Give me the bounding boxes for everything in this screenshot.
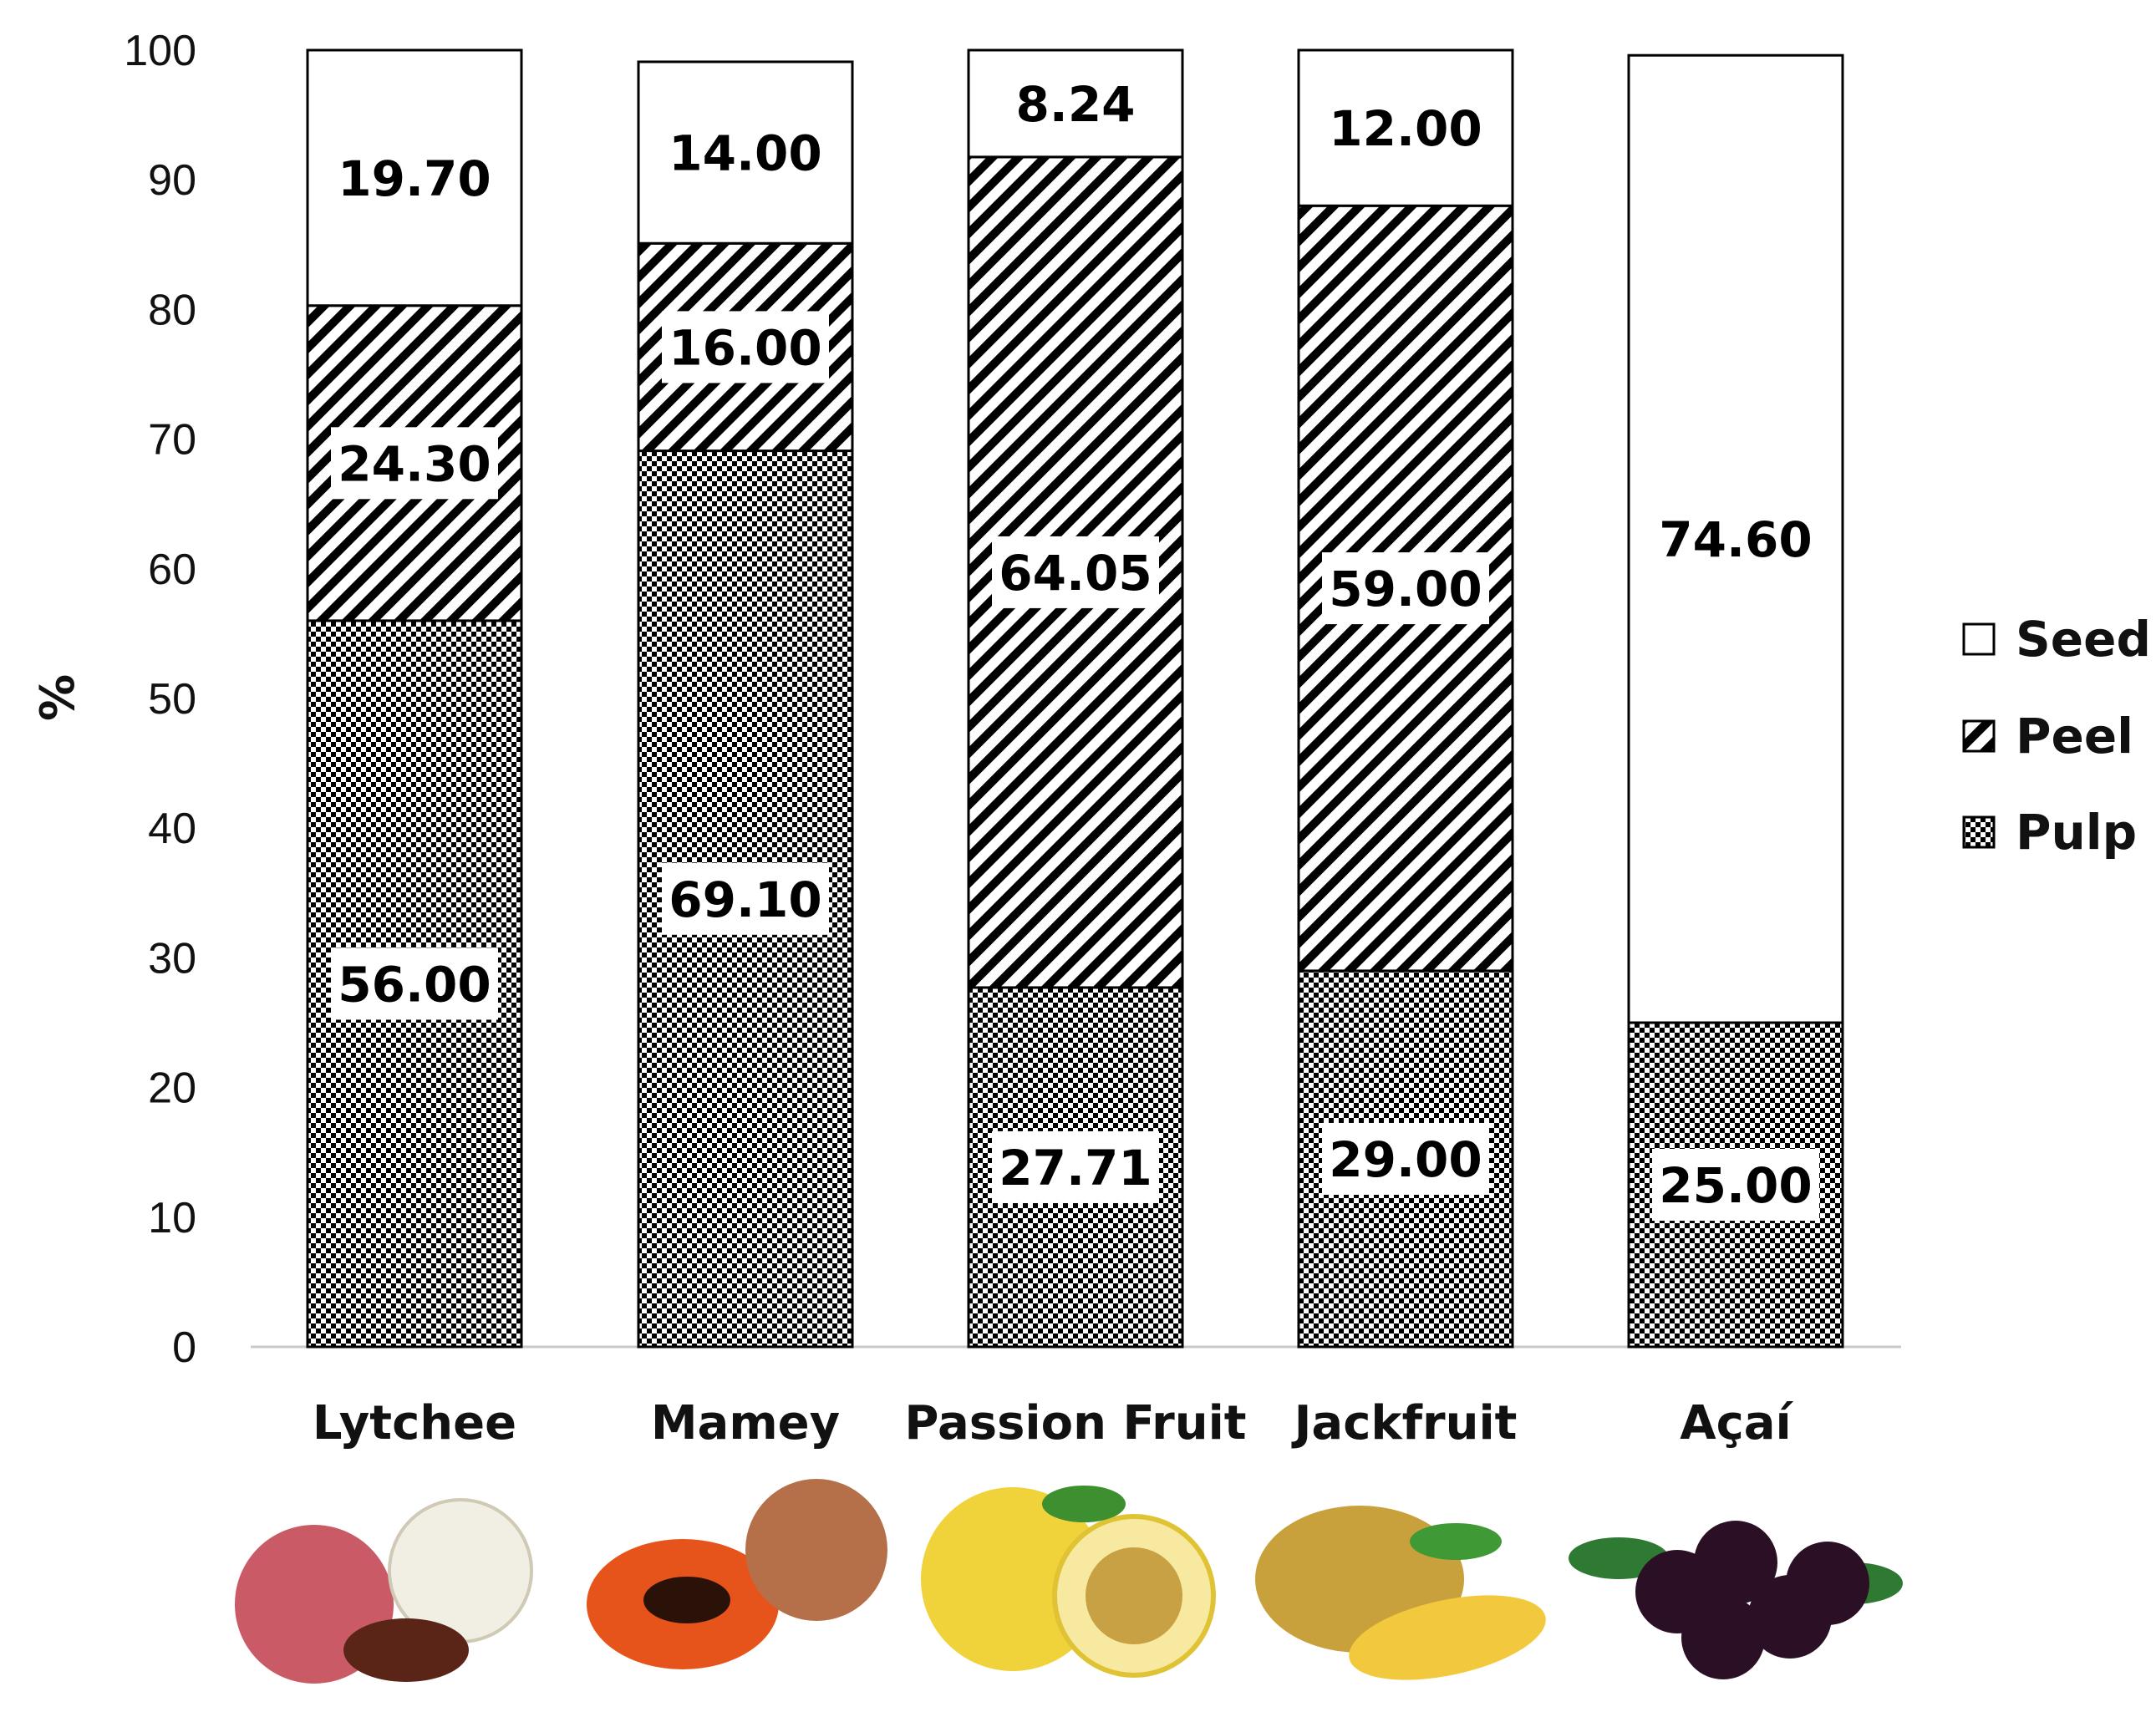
bar-segment-seed [967,48,1184,159]
value-label-box [992,1130,1159,1203]
y-tick-label: 90 [148,156,196,205]
y-tick-label: 60 [148,546,196,594]
bar-segment-seed [1627,53,1844,1024]
value-label: 12.00 [1329,100,1482,157]
value-label: 69.10 [669,871,821,928]
passion-fruit-leaf [1042,1486,1126,1522]
legend-label-pulp: Pulp [2016,804,2137,861]
y-tick-label: 20 [148,1064,196,1113]
value-label-box [331,947,498,1020]
y-tick-label: 100 [124,27,196,75]
acai-berry [1681,1596,1765,1679]
value-label: 74.60 [1659,511,1812,568]
value-label-box [1322,552,1489,625]
lychee-icon [235,1498,533,1684]
legend-swatch-seed [1962,622,1996,656]
value-label: 19.70 [338,150,491,207]
legend-swatch-peel [1962,719,1996,753]
jackfruit-flesh [1349,1595,1546,1680]
jackfruit-leaf [1410,1523,1502,1560]
y-tick-label: 40 [148,805,196,853]
y-axis-label: % [31,674,85,721]
value-label-box [662,862,829,935]
category-label: Lytchee [313,1396,516,1450]
value-label: 16.00 [669,319,821,376]
jackfruit-icon [1255,1506,1546,1680]
lychee-seed [343,1618,469,1682]
value-label-box [662,311,829,384]
acai-icon [1569,1521,1903,1679]
category-label: Açaí [1680,1396,1793,1450]
value-label: 29.00 [1329,1131,1482,1188]
y-tick-label: 0 [172,1323,196,1372]
value-label: 24.30 [338,435,491,492]
fruit-images-group [235,1479,1903,1684]
value-label: 25.00 [1659,1157,1812,1214]
value-label: 56.00 [338,956,491,1013]
value-label-box [1652,1149,1819,1221]
bar-segment-seed [1297,48,1514,207]
y-axis: 0 10 20 30 40 50 60 70 80 90 100 [124,27,196,1372]
bar-segment-seed [306,48,523,307]
category-label: Jackfruit [1291,1396,1518,1450]
acai-berry [1786,1542,1869,1625]
mamey-seed [643,1577,730,1623]
mamey-icon [587,1479,887,1669]
y-tick-label: 30 [148,934,196,983]
y-tick-label: 70 [148,416,196,465]
value-label: 14.00 [669,125,821,182]
y-tick-label: 80 [148,286,196,334]
passion-fruit-pulp [1086,1547,1182,1644]
passion-fruit-icon [921,1486,1216,1678]
value-label: 8.24 [1015,76,1135,133]
legend: Seed Peel Pulp [1962,611,2151,861]
y-tick-label: 50 [148,675,196,724]
value-label-box [331,427,498,500]
acai-berry [1694,1521,1777,1604]
mamey-whole [745,1479,887,1621]
value-label: 27.71 [999,1140,1152,1196]
category-labels-group: Lytchee Mamey Passion Fruit Jackfruit Açaí [313,1396,1794,1450]
category-label: Passion Fruit [904,1396,1246,1450]
value-label-box [1322,1122,1489,1195]
value-label: 64.05 [999,545,1152,602]
value-label-box [992,536,1159,608]
category-label: Mamey [651,1396,840,1450]
bar-segment-seed [637,60,854,245]
legend-label-peel: Peel [2016,708,2133,765]
value-labels-group: 56.00 24.30 19.70 69.10 16.00 14.00 27.71 64.05… [331,76,1819,1221]
y-tick-label: 10 [148,1194,196,1242]
legend-swatch-pulp [1962,815,1996,849]
legend-label-seed: Seed [2016,611,2151,668]
value-label: 59.00 [1329,561,1482,617]
